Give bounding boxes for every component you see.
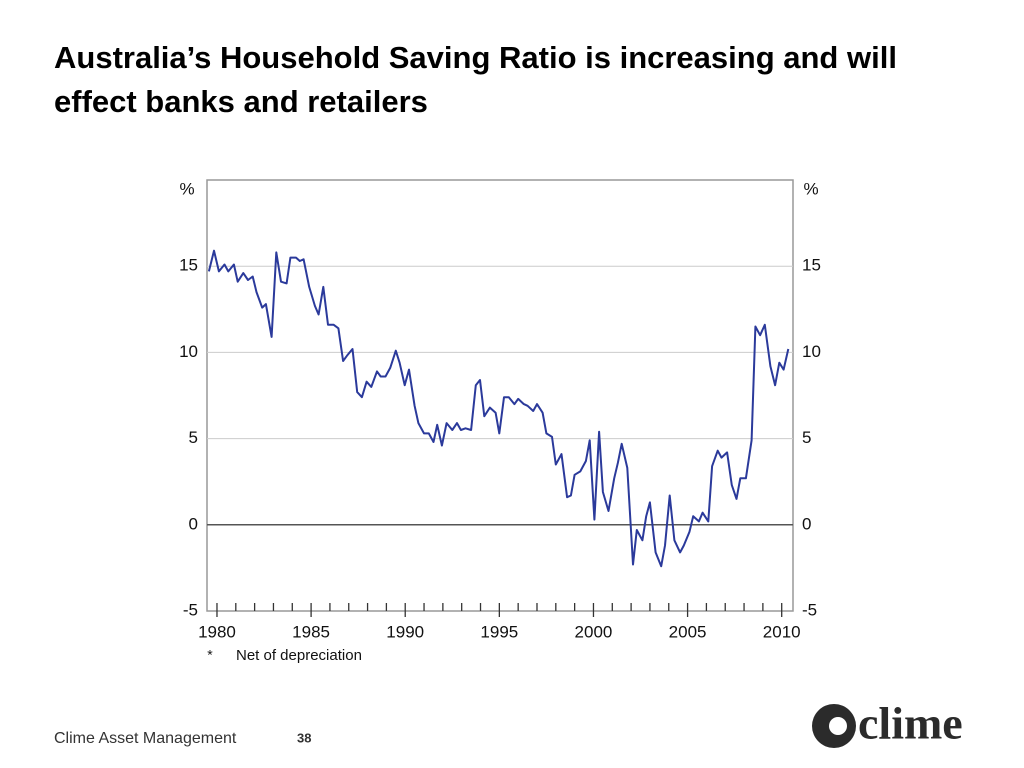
x-tick-label: 1980 — [198, 622, 236, 641]
y2-tick-label: 0 — [802, 514, 811, 533]
logo-mark-inner — [829, 717, 847, 735]
y-tick-label: 10 — [179, 342, 198, 361]
y-tick-label: 0 — [189, 514, 198, 533]
x-tick-label: 1995 — [480, 622, 518, 641]
x-tick-label: 2000 — [575, 622, 613, 641]
y-tick-label: -5 — [183, 600, 198, 619]
y2-tick-label: -5 — [802, 600, 817, 619]
y2-tick-label: 5 — [802, 428, 811, 447]
x-tick-label: 2005 — [669, 622, 707, 641]
x-tick-label: 2010 — [763, 622, 801, 641]
y-axis-label: % — [179, 179, 194, 198]
logo-text: clime — [858, 698, 963, 749]
data-line — [207, 249, 790, 568]
page-number: 38 — [297, 730, 311, 745]
x-tick-label: 1990 — [386, 622, 424, 641]
y2-tick-label: 10 — [802, 342, 821, 361]
y2-axis-label: % — [803, 179, 818, 198]
x-tick-label: 1985 — [292, 622, 330, 641]
footnote-marker: * — [207, 647, 213, 663]
footnote: Net of depreciation — [236, 647, 362, 664]
plot-frame — [206, 179, 794, 612]
y-tick-label: 15 — [179, 256, 198, 275]
y2-tick-label: 15 — [802, 256, 821, 275]
slide-title: Australia’s Household Saving Ratio is in… — [54, 40, 897, 119]
footer-company: Clime Asset Management — [54, 730, 237, 747]
y-tick-label: 5 — [189, 428, 198, 447]
